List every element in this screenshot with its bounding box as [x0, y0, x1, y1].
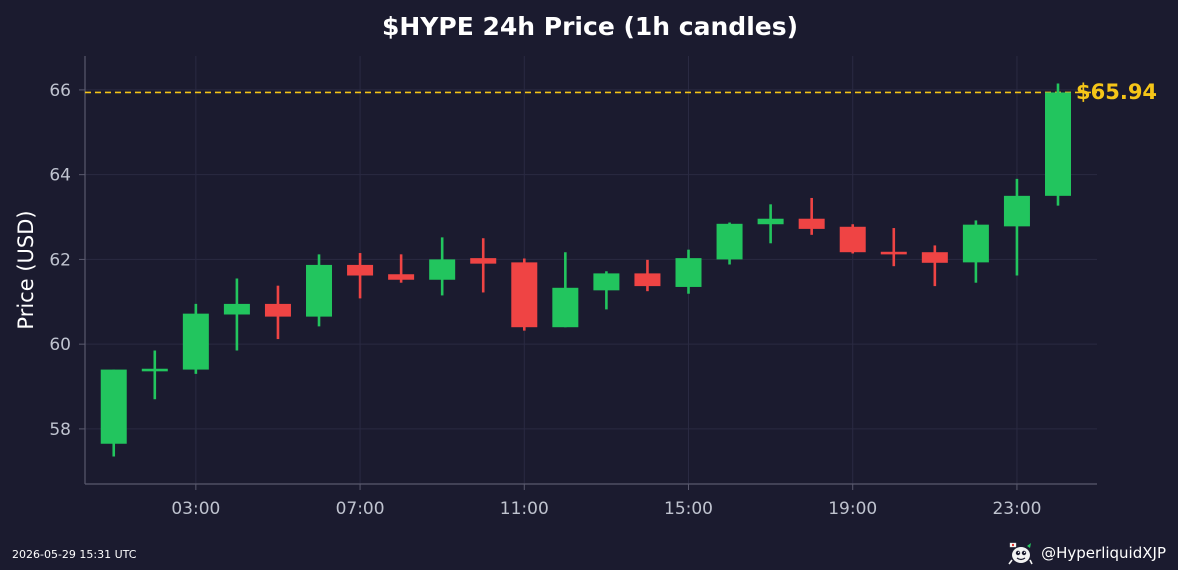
y-tick-label: 58: [49, 420, 71, 440]
candle-body: [675, 258, 702, 287]
y-axis-title: Price (USD): [14, 210, 38, 329]
candle: [223, 278, 250, 351]
candle: [675, 249, 702, 294]
candle: [306, 254, 333, 327]
candle-body: [839, 226, 866, 253]
current-price-label: $65.94: [1076, 80, 1157, 104]
candle: [839, 224, 866, 254]
candle-body: [552, 287, 579, 328]
footer-brand[interactable]: @HyperliquidXJP: [1007, 540, 1166, 566]
candle: [470, 238, 497, 293]
hyperliquid-mascot-icon: [1008, 542, 1033, 565]
x-tick-label: 11:00: [500, 499, 549, 519]
candle-body: [757, 218, 784, 225]
chart-title: $HYPE 24h Price (1h candles): [382, 12, 798, 41]
y-tick-label: 66: [49, 81, 71, 101]
candle-body: [347, 264, 374, 276]
candle-body: [1003, 195, 1030, 227]
candle-body: [593, 273, 620, 291]
x-tick-label: 07:00: [336, 499, 385, 519]
candle: [511, 258, 538, 331]
x-tick-label: 23:00: [992, 499, 1041, 519]
candle-body: [798, 218, 825, 229]
author-handle[interactable]: @HyperliquidXJP: [1041, 544, 1166, 562]
candle-body: [1044, 92, 1071, 196]
x-tick-label: 03:00: [171, 499, 220, 519]
candles: [100, 83, 1071, 457]
candle-body: [921, 252, 948, 263]
candle: [962, 220, 989, 283]
candle: [429, 237, 456, 296]
y-tick-label: 62: [49, 250, 71, 270]
candle-body: [141, 368, 168, 372]
grid-lines: [85, 56, 1097, 484]
footer-timestamp: 2026-05-29 15:31 UTC: [12, 548, 137, 561]
candle: [141, 350, 168, 400]
candle-body: [182, 313, 209, 370]
candle: [182, 303, 209, 374]
candle-body: [511, 262, 538, 328]
candle-body: [100, 369, 127, 444]
candle: [264, 285, 291, 340]
candle: [716, 222, 743, 265]
candle: [552, 252, 579, 328]
candle-body: [634, 273, 661, 287]
x-tick-label: 19:00: [828, 499, 877, 519]
candle: [880, 228, 907, 267]
y-tick-label: 64: [49, 166, 71, 186]
candle: [100, 369, 127, 457]
candle-body: [880, 251, 907, 255]
candle-body: [716, 223, 743, 260]
candle: [1044, 83, 1071, 206]
candle: [593, 271, 620, 310]
candle: [757, 204, 784, 244]
candle-body: [306, 264, 333, 317]
candle: [798, 197, 825, 235]
axes: [84, 56, 1097, 485]
candle-body: [470, 258, 497, 264]
candle-body: [429, 259, 456, 280]
x-tick-label: 15:00: [664, 499, 713, 519]
x-axis-ticks: 03:00 07:00 11:00 15:00 19:00 23:00: [171, 484, 1041, 519]
candle-body: [962, 224, 989, 263]
candle: [388, 254, 415, 283]
candle-body: [264, 303, 291, 317]
candle-body: [223, 303, 250, 315]
candle: [634, 259, 661, 292]
candle: [921, 245, 948, 287]
candle: [347, 253, 374, 299]
y-tick-label: 60: [49, 335, 71, 355]
y-axis-ticks: 58 60 62 64 66: [49, 81, 85, 440]
candle: [1003, 178, 1030, 276]
candle-body: [388, 274, 415, 280]
